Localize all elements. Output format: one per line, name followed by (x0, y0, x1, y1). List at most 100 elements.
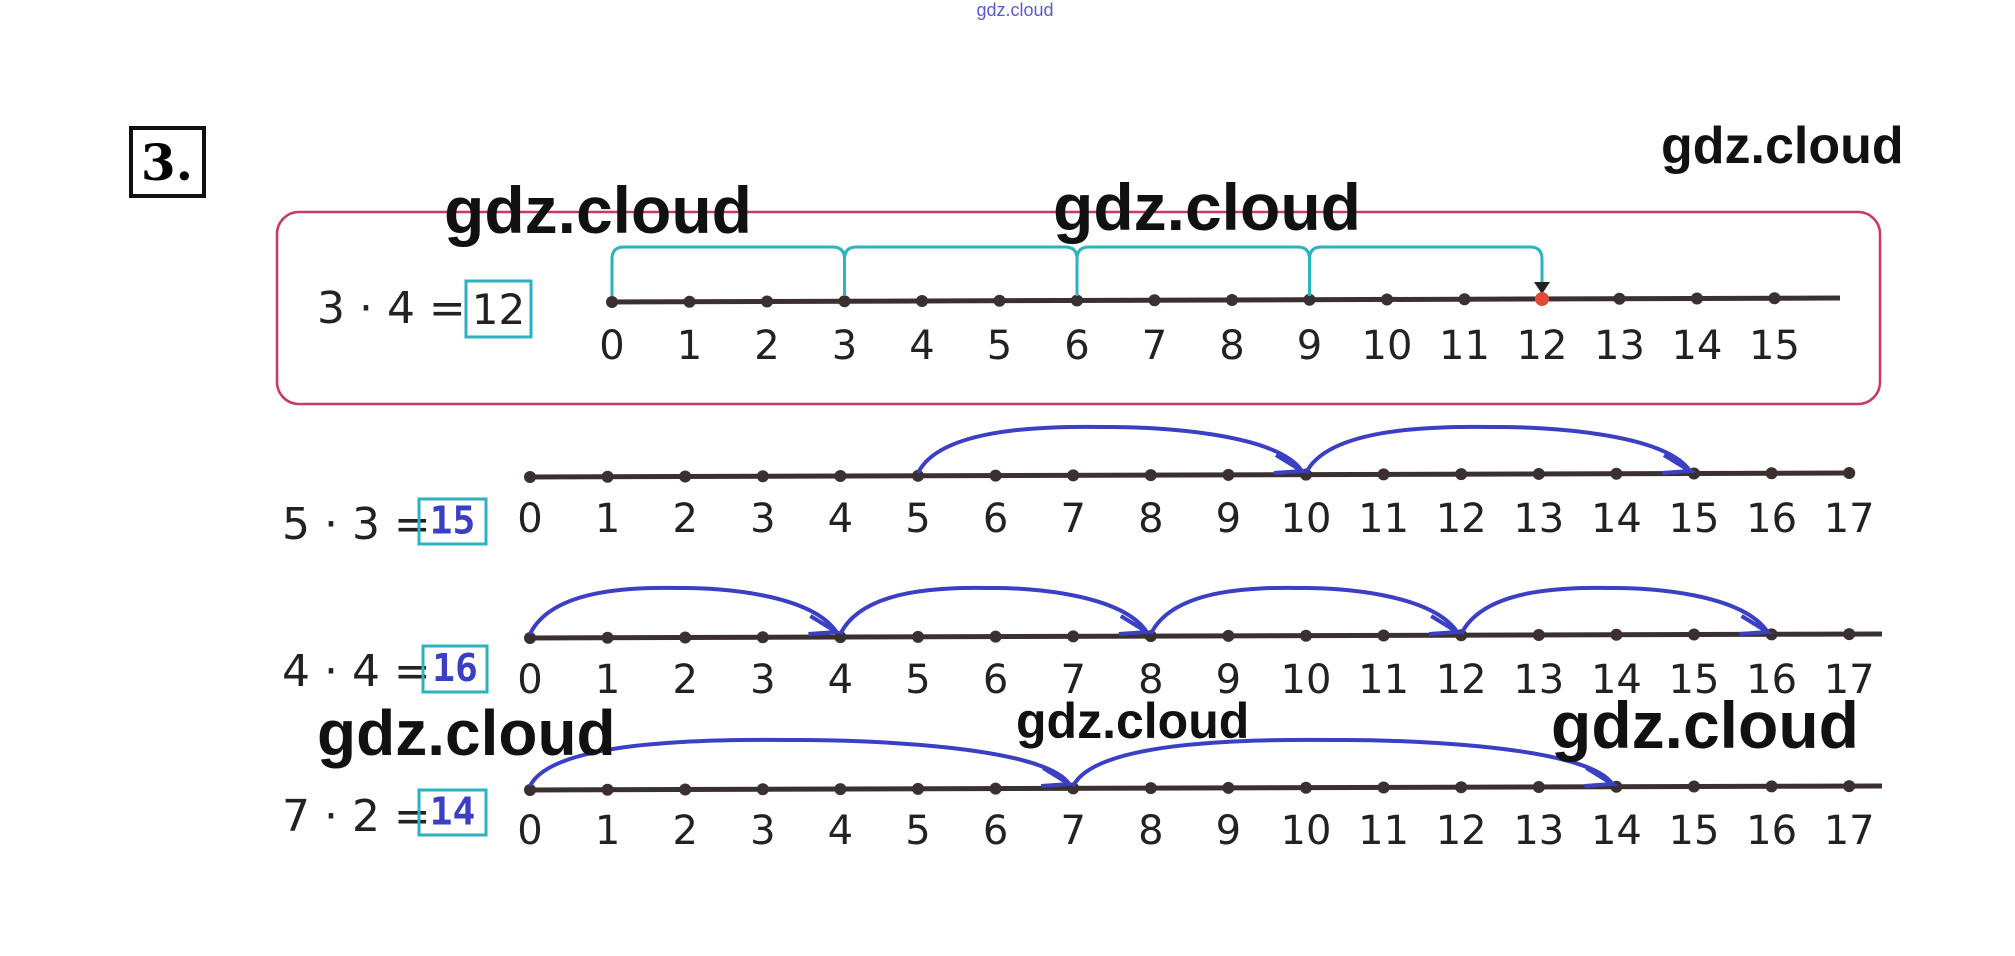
tick-label: 10 (1281, 657, 1332, 703)
tick-label: 12 (1517, 323, 1568, 369)
arrowhead (1429, 614, 1464, 636)
tick-label: 13 (1513, 657, 1564, 703)
tick-label: 12 (1436, 808, 1487, 854)
tick-dot (1300, 629, 1312, 642)
tick-dot (1765, 467, 1778, 480)
tick-dot (834, 783, 847, 796)
task-box (129, 126, 206, 198)
expression: 5 · 3 = (282, 499, 431, 550)
tick-label: 0 (517, 657, 542, 703)
tick-dot (989, 630, 1002, 643)
tick-label: 14 (1672, 323, 1723, 369)
tick-dot (1688, 628, 1700, 641)
tick-dot (1222, 629, 1235, 642)
answer: 15 (430, 499, 476, 543)
tick-label: 8 (1138, 496, 1163, 542)
tick-label: 2 (672, 657, 697, 703)
tick-dot (1222, 781, 1235, 794)
tick-label: 16 (1746, 657, 1797, 703)
tick-label: 16 (1746, 496, 1797, 542)
tick-dot (756, 783, 769, 796)
tick-label: 14 (1591, 496, 1642, 542)
bracket (1075, 245, 1311, 296)
tick-dot (1377, 468, 1390, 481)
tick-dot (1458, 293, 1471, 306)
rows: 3 · 4 = 120 1 2 3 4 5 6 7 8 9 10 11 12 13 14 155 · 3 =15… (282, 245, 1883, 854)
arrowhead (1534, 282, 1550, 294)
expression: 7 · 2 = (282, 791, 431, 842)
tick-label: 6 (1064, 323, 1089, 369)
tick-label: 1 (595, 808, 620, 854)
tick-dot (1843, 780, 1856, 793)
tick-label: 12 (1436, 496, 1487, 542)
tick-label: 8 (1219, 323, 1244, 369)
tick-dot (1532, 629, 1545, 642)
tick-dot (1067, 630, 1080, 643)
watermark: gdz.cloud (1661, 117, 1904, 175)
arrowhead (1661, 453, 1697, 475)
tick-dot (1688, 780, 1700, 793)
tick-label: 17 (1824, 808, 1875, 854)
tick-dot (601, 783, 614, 796)
answer-box (417, 497, 488, 546)
tick-dot (1226, 293, 1238, 306)
tick-label: 3 (750, 496, 775, 542)
answer: 14 (430, 790, 476, 834)
tick-dot (679, 470, 692, 483)
tick-dot (1381, 293, 1393, 306)
number-line (524, 470, 1851, 480)
tick-label: 6 (983, 657, 1008, 703)
number-line (524, 783, 1883, 793)
tick-label: 15 (1669, 496, 1720, 542)
tick-dot (834, 470, 847, 483)
tick-label: 16 (1746, 808, 1797, 854)
tick-dot (679, 783, 692, 796)
watermark: gdz.cloud (1016, 693, 1249, 749)
number-line (524, 631, 1883, 641)
arrowhead (1273, 453, 1309, 475)
tick-label: 0 (517, 496, 542, 542)
tick-dot (1067, 469, 1080, 482)
tick-dot (1144, 782, 1157, 795)
bracket (1308, 245, 1544, 296)
tick-dot (601, 470, 614, 483)
task-number: 3. (141, 133, 193, 192)
tick-dot (1610, 628, 1623, 641)
tick-label: 5 (905, 496, 930, 542)
tick-label: 5 (905, 657, 930, 703)
tick-dot (1377, 629, 1390, 642)
tick-label: 7 (1060, 808, 1085, 854)
tick-dot (1765, 780, 1778, 793)
tick-label: 2 (672, 496, 697, 542)
tick-dot (524, 470, 536, 483)
tick-label: 6 (983, 496, 1008, 542)
answer: 12 (472, 285, 525, 334)
result-dot (1535, 292, 1549, 306)
tick-label: 13 (1594, 323, 1645, 369)
jump-arc (838, 585, 1149, 635)
tick-label: 6 (983, 808, 1008, 854)
tick-dot (1303, 293, 1316, 306)
tick-label: 9 (1216, 496, 1241, 542)
watermark: gdz.cloud (1551, 688, 1859, 762)
tick-dot (993, 294, 1006, 307)
tick-dot (834, 631, 847, 644)
tick-label: 5 (987, 323, 1012, 369)
tick-label: 13 (1513, 808, 1564, 854)
jump-arc (916, 424, 1304, 474)
tick-label: 12 (1436, 657, 1487, 703)
tick-label: 3 (832, 323, 857, 369)
tick-dot (1691, 292, 1703, 305)
tick-label: 10 (1281, 496, 1332, 542)
tick-label: 4 (828, 808, 853, 854)
tick-dot (1148, 294, 1161, 307)
tick-dot (1613, 292, 1626, 305)
tick-dot (838, 295, 851, 308)
bracket (610, 245, 846, 296)
tick-label: 11 (1358, 808, 1409, 854)
tick-label: 4 (828, 496, 853, 542)
watermark: gdz.cloud (444, 173, 752, 247)
tick-dot (1222, 468, 1235, 481)
tick-label: 0 (599, 323, 624, 369)
